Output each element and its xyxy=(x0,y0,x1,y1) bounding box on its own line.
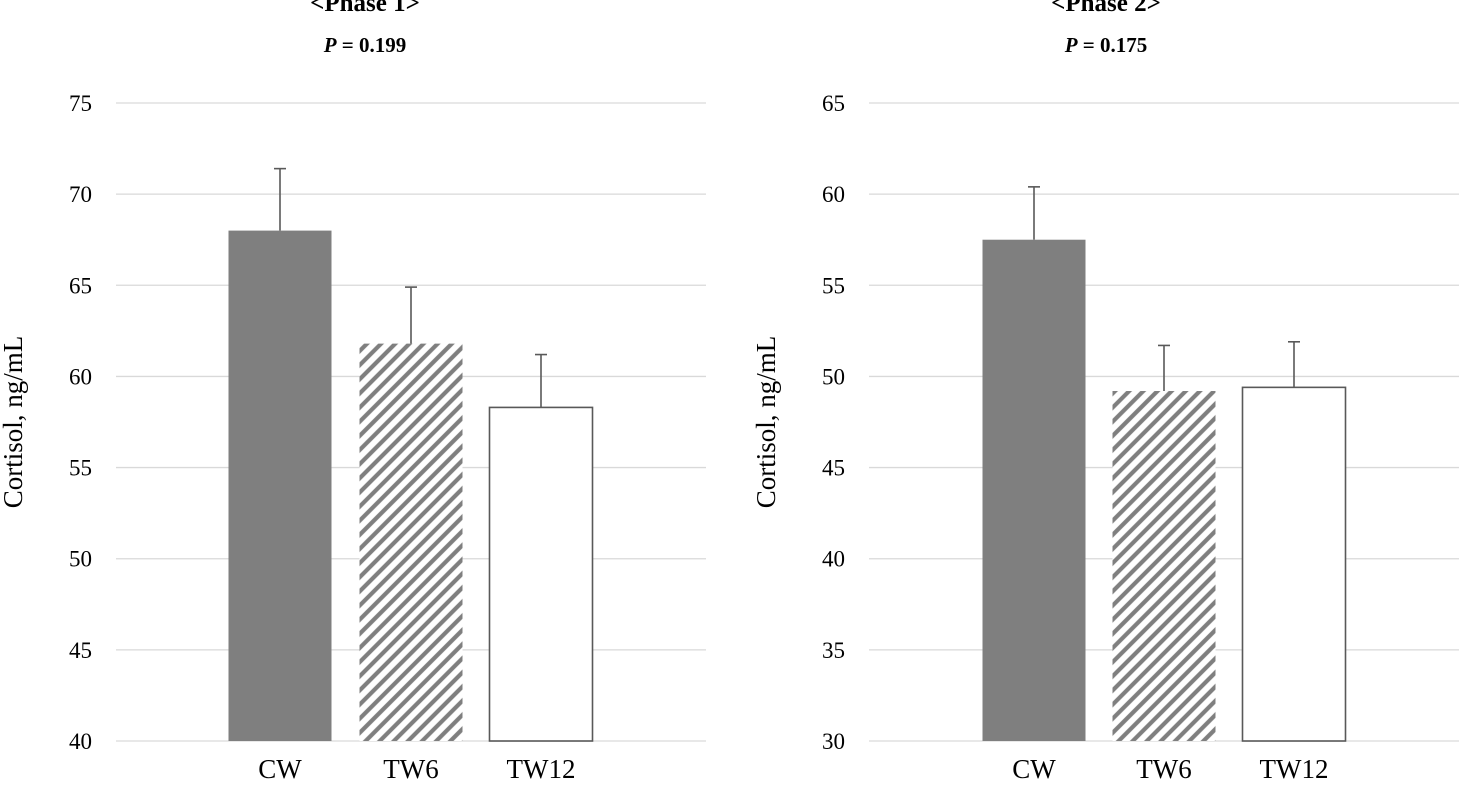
y-tick-label: 70 xyxy=(69,182,92,207)
y-axis-label: Cortisol, ng/mL xyxy=(0,336,28,509)
x-category-label: CW xyxy=(258,754,302,784)
y-tick-label: 60 xyxy=(822,182,845,207)
y-tick-label: 65 xyxy=(69,273,92,298)
chart-title: <Phase 1> xyxy=(310,0,420,17)
y-tick-label: 35 xyxy=(822,638,845,663)
x-category-label: TW6 xyxy=(1136,754,1191,784)
y-axis-label: Cortisol, ng/mL xyxy=(751,336,781,509)
chart-phase-2: <Phase 2> P = 0.175 30 35 40 45 50 55 60 65 Cort… xyxy=(751,0,1459,789)
bar-tw6 xyxy=(359,343,463,741)
y-tick-label: 65 xyxy=(822,91,845,116)
p-value: = 0.199 xyxy=(336,33,407,57)
y-tick-label: 40 xyxy=(822,547,845,572)
p-value-label: P = 0.199 xyxy=(0,33,730,58)
p-value: = 0.175 xyxy=(1077,33,1148,57)
y-tick-label: 55 xyxy=(69,456,92,481)
y-tick-label: 45 xyxy=(69,638,92,663)
chart-plot-area: 30 35 40 45 50 55 60 65 Cortisol, ng/mL CW TW6 TW12 xyxy=(751,91,1459,784)
bar-cw xyxy=(228,230,332,741)
y-tick-label: 50 xyxy=(822,364,845,389)
y-tick-label: 30 xyxy=(822,729,845,754)
y-tick-label: 40 xyxy=(69,729,92,754)
y-tick-label: 60 xyxy=(69,364,92,389)
p-symbol: P xyxy=(1064,33,1078,57)
chart-title: <Phase 2> xyxy=(1051,0,1161,17)
p-value-label: P = 0.175 xyxy=(753,33,1459,58)
chart-plot-area: 40 45 50 55 60 65 70 75 Cortisol, ng/mL CW TW6 TW12 xyxy=(0,91,706,784)
bar-tw6 xyxy=(1112,391,1216,741)
y-tick-label: 50 xyxy=(69,547,92,572)
x-category-label: TW6 xyxy=(383,754,438,784)
y-tick-label: 75 xyxy=(69,91,92,116)
x-category-label: TW12 xyxy=(507,754,576,784)
x-category-label: CW xyxy=(1012,754,1056,784)
chart-phase-1: <Phase 1> P = 0.199 40 45 50 55 60 65 70 75 Cort… xyxy=(0,0,730,784)
y-tick-label: 55 xyxy=(822,273,845,298)
x-category-label: TW12 xyxy=(1260,754,1329,784)
y-tick-label: 45 xyxy=(822,456,845,481)
bar-tw12 xyxy=(1241,386,1347,742)
p-symbol: P xyxy=(323,33,337,57)
bar-cw xyxy=(982,239,1086,741)
bar-tw12 xyxy=(488,406,594,742)
